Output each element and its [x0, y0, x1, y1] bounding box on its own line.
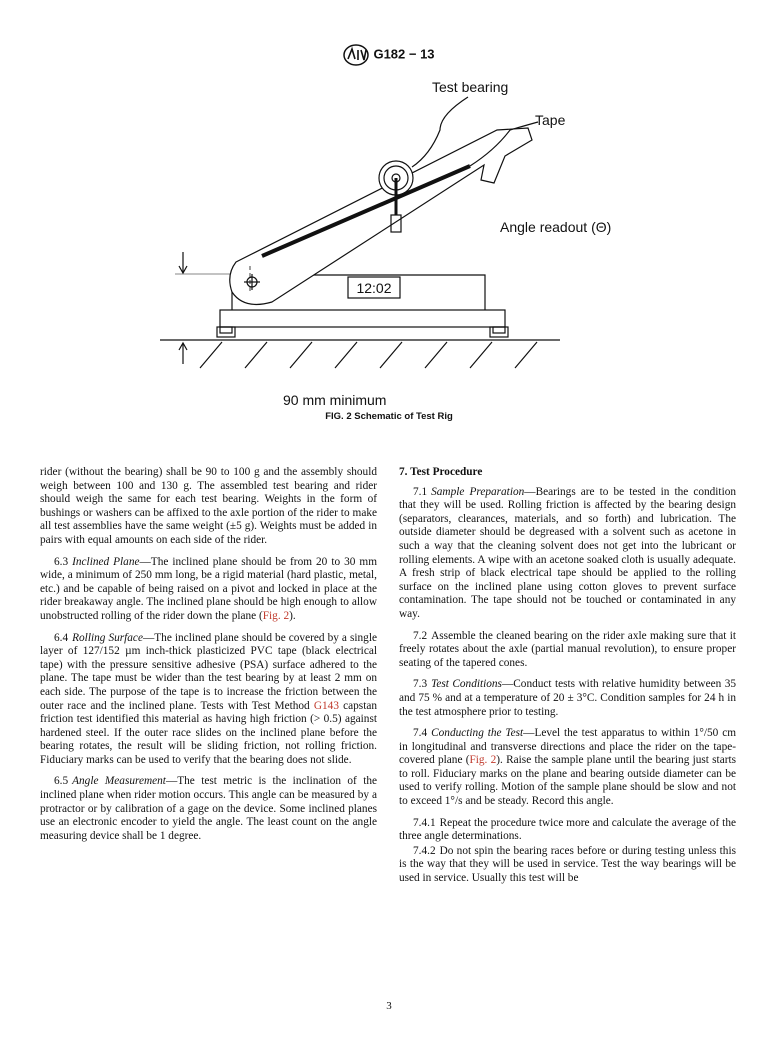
header: G182 − 13 [0, 44, 778, 66]
label-tape: Tape [535, 112, 566, 128]
text: Repeat the procedure twice more and calc… [399, 816, 736, 843]
paragraph: 6.3 Inclined Plane—The inclined plane sho… [40, 556, 377, 624]
paragraph: 7.4 Conducting the Test—Level the test ap… [399, 727, 736, 809]
paragraph-number: 7.4.2 [413, 844, 436, 857]
paragraph-number: 6.5 [54, 775, 69, 788]
paragraph-heading: Sample Preparation [431, 485, 525, 498]
cross-reference[interactable]: G143 [313, 699, 339, 712]
designation: G182 − 13 [373, 46, 435, 62]
paragraph: 7.4.2 Do not spin the bearing races befor… [399, 845, 736, 886]
label-test-bearing: Test bearing [432, 79, 508, 95]
section-title: 7. Test Procedure [399, 466, 483, 478]
paragraph: 6.4 Rolling Surface—The inclined plane sh… [40, 632, 377, 768]
text: —Level the test apparatus to within 1°/5… [399, 727, 736, 767]
cross-reference[interactable]: Fig. 2 [262, 609, 290, 622]
text: rider (without the bearing) shall be 90 … [40, 466, 377, 546]
text: —The test metric is the inclination of t… [40, 775, 377, 842]
label-angle-readout: Angle readout (Θ) [500, 219, 611, 235]
paragraph-number: 7.4 [413, 727, 428, 740]
display-reading: 12:02 [356, 280, 391, 296]
text: ). Raise the sample plane until the bear… [399, 754, 737, 808]
text: ). [289, 609, 296, 622]
paragraph-heading: Conducting the Test [431, 727, 524, 740]
figure: Test bearing Tape Angle readout (Θ) 12:0… [160, 79, 611, 408]
cross-reference[interactable]: Fig. 2 [469, 754, 497, 767]
paragraph-heading: Angle Measurement [72, 775, 166, 788]
paragraph: rider (without the bearing) shall be 90 … [40, 466, 377, 548]
astm-logo [343, 44, 370, 66]
paragraph-number: 6.4 [54, 631, 69, 644]
text: —Bearings are to be tested in the condit… [399, 485, 737, 620]
right-column: 7. Test Procedure 7.1 Sample Preparation—… [399, 466, 736, 887]
paragraph: 7.1 Sample Preparation—Bearings are to be… [399, 486, 736, 622]
paragraph-number: 7.1 [413, 485, 428, 498]
paragraph-number: 7.4.1 [413, 816, 436, 829]
text: Assemble the cleaned bearing on the ride… [399, 629, 736, 669]
text: —The inclined plane should be covered by… [40, 631, 377, 712]
paragraph-number: 7.3 [413, 678, 428, 691]
paragraph-heading: Rolling Surface [72, 631, 143, 644]
figure-caption: FIG. 2 Schematic of Test Rig [325, 411, 453, 422]
paragraph: 7.3 Test Conditions—Conduct tests with re… [399, 678, 736, 719]
label-dimension: 90 mm minimum [283, 392, 386, 408]
text: Do not spin the bearing races before or … [399, 844, 736, 885]
paragraph: 6.5 Angle Measurement—The test metric is … [40, 775, 377, 843]
text: capstan friction test identified this ma… [40, 699, 377, 766]
paragraph: 7.2 Assemble the cleaned bearing on the r… [399, 630, 736, 671]
paragraph: 7.4.1 Repeat the procedure twice more and… [399, 817, 736, 844]
text: —Conduct tests with relative humidity be… [399, 678, 736, 718]
paragraph-number: 7.2 [413, 629, 428, 642]
left-column: rider (without the bearing) shall be 90 … [40, 466, 377, 851]
paragraph-number: 6.3 [54, 555, 69, 568]
paragraph-heading: Test Conditions [431, 678, 502, 691]
page-number: 3 [386, 1000, 392, 1012]
paragraph-heading: Inclined Plane [72, 555, 140, 568]
text: —The inclined plane should be from 20 to… [40, 555, 377, 622]
